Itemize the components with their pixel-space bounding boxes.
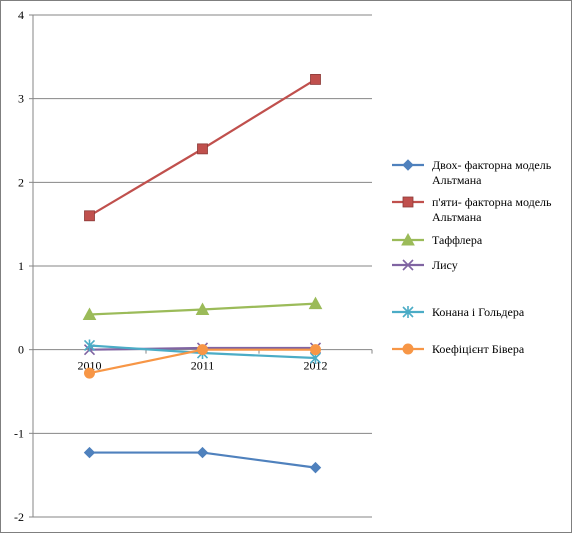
data-point [309,461,322,474]
legend-item-3: Лису [392,258,458,272]
series-0 [83,446,322,474]
legend-label: п'яти- факторна модель [432,195,552,209]
series-group [82,74,323,474]
data-point [196,446,209,459]
y-tick-label: -2 [14,510,24,524]
y-tick-label: 1 [18,259,24,273]
legend-label: Таффлера [432,233,483,247]
legend-label: Альтмана [432,173,482,187]
legend-marker [401,232,415,246]
series-1 [84,74,321,222]
legend-marker [402,259,414,271]
legend-label: Коефіцієнт Бівера [432,342,525,356]
data-point [197,344,208,356]
data-point [84,367,95,379]
data-point [197,143,208,155]
y-tick-label: 3 [18,92,24,106]
legend-marker [402,306,414,318]
x-tick-label: 2012 [304,359,328,373]
y-tick-label: 4 [18,8,24,22]
data-point [310,344,321,356]
y-tick-label: 2 [18,175,24,189]
data-point [84,210,95,222]
series-5 [84,344,321,379]
legend-marker [402,196,414,208]
legend-item-4: Конана і Гольдера [392,305,525,319]
x-tick-labels: 2010 2011 2012 [78,359,328,373]
legend-label: Лису [432,258,458,272]
data-point [310,74,321,85]
legend-marker [402,159,414,171]
data-point [83,446,96,459]
legend-label: Конана і Гольдера [432,305,525,319]
x-tick-label: 2011 [191,359,215,373]
legend-label: Альтмана [432,210,482,224]
x-tick-label: 2010 [78,359,102,373]
legend-label: Двох- факторна модель [432,158,552,172]
data-point [195,302,210,316]
y-tick-labels: -2 -1 0 1 2 3 4 [14,8,24,524]
data-point [82,307,97,321]
data-point [308,296,323,310]
legend-item-5: Коефіцієнт Бівера [392,342,525,356]
series-2 [82,296,323,321]
legend-item-2: Таффлера [392,232,483,247]
data-point [83,339,96,352]
y-tick-label: -1 [14,426,24,440]
legend-marker [402,343,414,355]
grid-lines [33,14,372,434]
y-tick-label: 0 [18,343,24,357]
